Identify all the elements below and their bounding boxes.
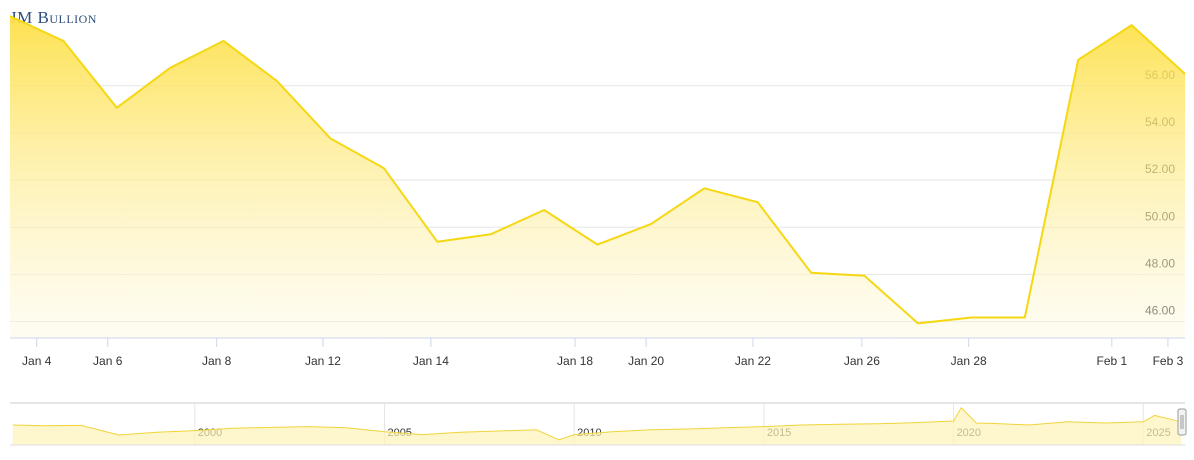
- x-tick-label: Feb 1: [1096, 354, 1127, 368]
- x-tick-label: Jan 8: [202, 354, 232, 368]
- navigator-area: [12, 407, 1182, 445]
- x-tick-label: Feb 3: [1153, 354, 1184, 368]
- navigator-handle[interactable]: [1177, 408, 1187, 436]
- price-line: [9, 15, 1186, 325]
- navigator-line: [12, 406, 1182, 441]
- logo: JM Bullion: [10, 8, 97, 27]
- x-tick-label: Jan 4: [22, 354, 52, 368]
- x-tick-label: Jan 22: [735, 354, 771, 368]
- x-tick-label: Jan 14: [413, 354, 449, 368]
- x-tick-label: Jan 18: [557, 354, 593, 368]
- area-fill: [10, 16, 1185, 338]
- x-tick-label: Jan 26: [844, 354, 880, 368]
- x-tick-label: Jan 28: [951, 354, 987, 368]
- x-tick-label: Jan 12: [305, 354, 341, 368]
- x-tick-label: Jan 6: [93, 354, 123, 368]
- x-tick-label: Jan 20: [628, 354, 664, 368]
